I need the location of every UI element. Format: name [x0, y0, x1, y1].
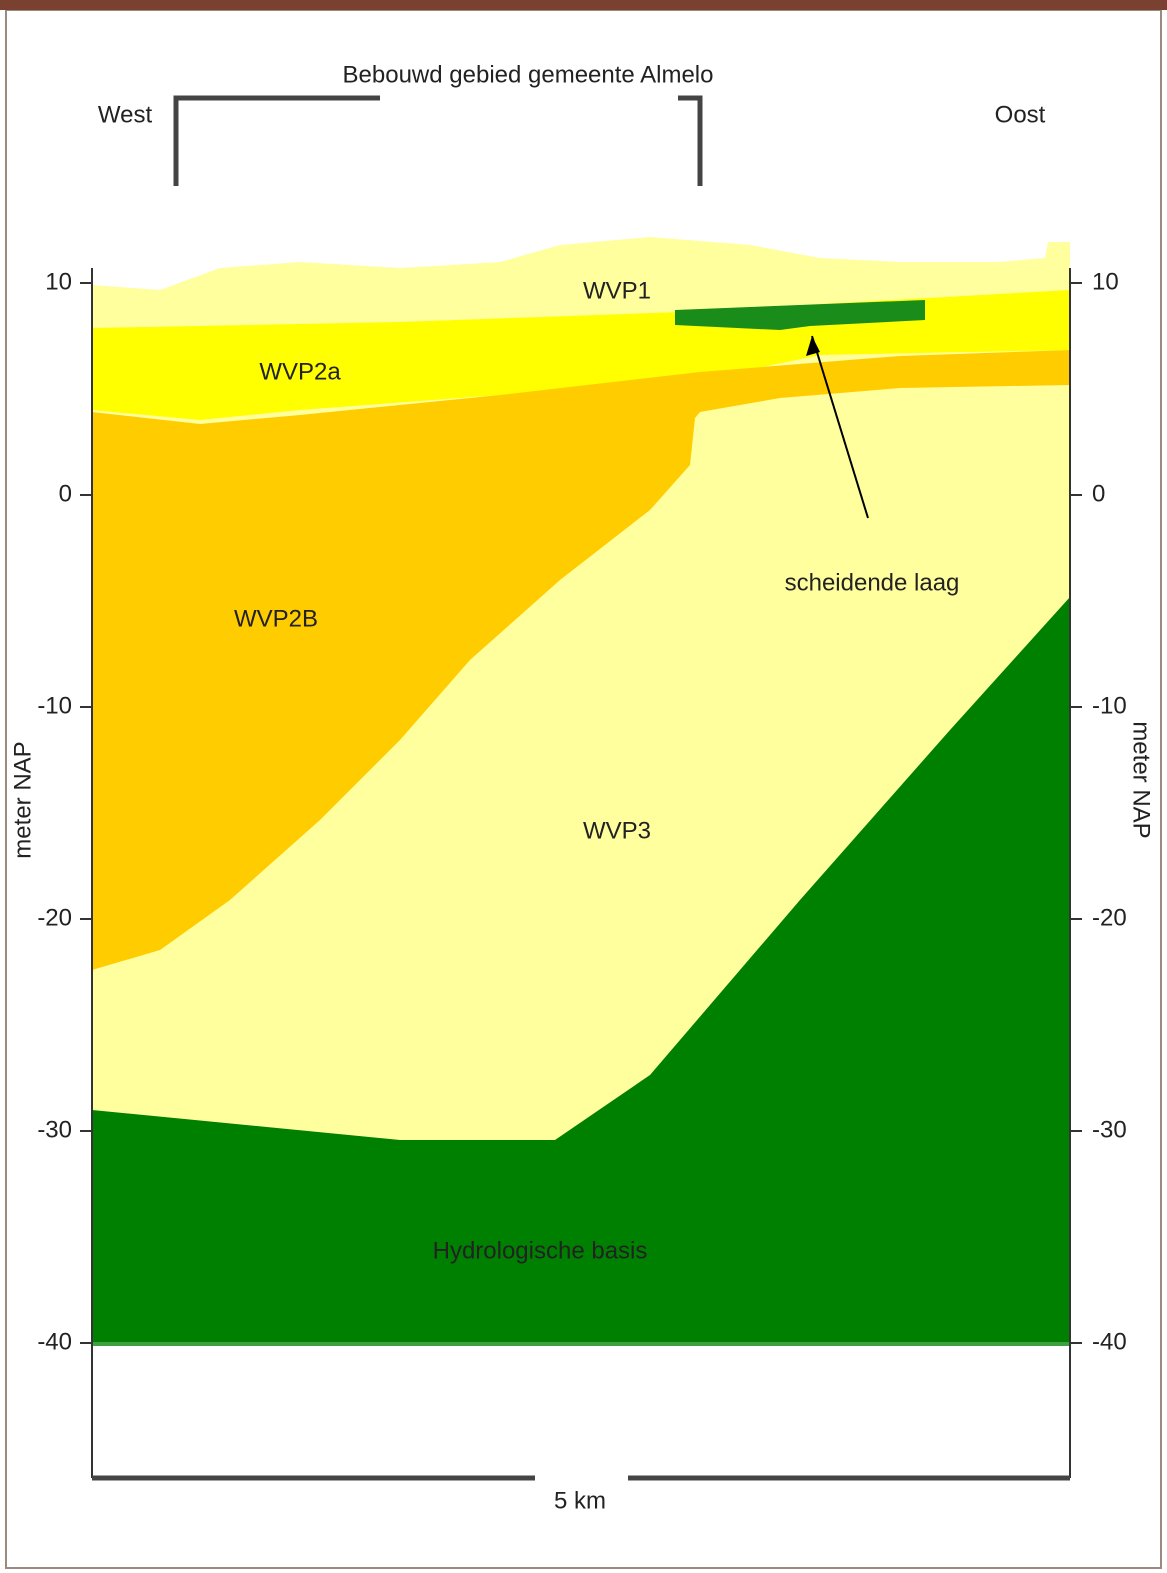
tick-label: -40	[37, 1328, 72, 1355]
diagram: Bebouwd gebied gemeente Almelo West Oost…	[0, 0, 1167, 1573]
tick-label: -20	[1092, 904, 1127, 931]
tick-label: -30	[37, 1116, 72, 1143]
west-label: West	[98, 101, 153, 128]
layer-label: WVP1	[583, 277, 651, 304]
layer-label: WVP2a	[259, 358, 341, 385]
tick-label: 0	[1092, 480, 1105, 507]
layer-label: Hydrologische basis	[433, 1237, 648, 1264]
east-label: Oost	[995, 101, 1046, 128]
layer-label: WVP2B	[234, 605, 318, 632]
section-title: Bebouwd gebied gemeente Almelo	[343, 61, 714, 88]
tick-label: -30	[1092, 1116, 1127, 1143]
scale-label: 5 km	[554, 1487, 606, 1514]
annotation: scheidende laag	[785, 569, 960, 596]
tick-label: 10	[1092, 268, 1119, 295]
tick-label: 10	[45, 268, 72, 295]
tick-label: -20	[37, 904, 72, 931]
axis-label: meter NAP	[9, 741, 36, 858]
tick-label: -10	[37, 692, 72, 719]
axis-label: meter NAP	[1128, 721, 1155, 838]
layer-label: WVP3	[583, 817, 651, 844]
tick-label: 0	[59, 480, 72, 507]
tick-label: -40	[1092, 1328, 1127, 1355]
top-border	[0, 0, 1167, 10]
tick-label: -10	[1092, 692, 1127, 719]
